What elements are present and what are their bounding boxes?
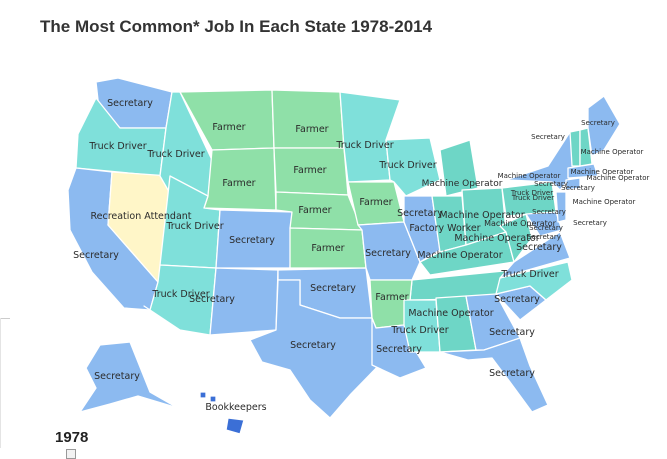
- state-north-dakota[interactable]: [271, 89, 345, 149]
- left-rule: [0, 318, 10, 319]
- state-job-label: Truck Driver: [165, 221, 223, 232]
- state-hawaii-1[interactable]: [199, 391, 207, 399]
- state-job-label: Secretary: [73, 250, 119, 261]
- state-connecticut[interactable]: [565, 177, 581, 191]
- state-job-label: Farmer: [295, 124, 328, 135]
- state-job-label: Machine Operator: [454, 233, 539, 244]
- state-job-label: Machine Operator: [498, 172, 561, 180]
- state-job-label: Machine Operator: [573, 198, 636, 206]
- state-job-label: Bookkeepers: [205, 402, 266, 413]
- state-maine[interactable]: [587, 95, 621, 157]
- state-job-label: Secretary: [532, 208, 566, 216]
- state-job-label: Farmer: [359, 197, 392, 208]
- state-job-label: Secretary: [365, 248, 411, 259]
- year-label: 1978: [55, 429, 89, 446]
- state-job-label: Truck Driver: [151, 289, 209, 300]
- state-job-label: Secretary: [527, 233, 561, 241]
- state-job-label: Machine Operator: [484, 219, 557, 228]
- state-virginia[interactable]: [499, 231, 571, 279]
- state-job-label: Secretary: [516, 242, 562, 253]
- state-job-label: Secretary: [581, 119, 615, 127]
- state-illinois[interactable]: [403, 195, 441, 263]
- state-job-label: Secretary: [397, 208, 443, 219]
- state-job-label: Secretary: [94, 371, 140, 382]
- state-job-label: Secretary: [229, 235, 275, 246]
- state-job-label: Truck Driver: [146, 149, 204, 160]
- state-job-label: Truck Driver: [88, 141, 146, 152]
- state-texas[interactable]: [249, 279, 385, 419]
- state-hawaii-3[interactable]: [225, 417, 245, 435]
- state-job-label: Truck Driver: [500, 269, 558, 280]
- state-job-label: Machine Operator: [587, 174, 650, 182]
- state-job-label: Truck Driver: [510, 189, 553, 197]
- state-job-label: Secretary: [531, 133, 565, 141]
- state-job-label: Factory Worker: [409, 223, 480, 234]
- state-job-label: Machine Operator: [439, 210, 524, 221]
- state-west-virginia[interactable]: [499, 213, 533, 263]
- year-slider-handle[interactable]: [66, 449, 76, 459]
- state-job-label: Farmer: [298, 205, 331, 216]
- state-job-label: Farmer: [222, 178, 255, 189]
- state-job-label: Secretary: [494, 294, 540, 305]
- state-job-label: Secretary: [310, 283, 356, 294]
- state-job-label: Machine Operator: [571, 168, 634, 176]
- state-maryland[interactable]: [525, 211, 563, 237]
- map-title: The Most Common* Job In Each State 1978-…: [40, 17, 433, 36]
- state-job-label: Machine Operator: [408, 308, 493, 319]
- state-job-label: Secretary: [529, 224, 563, 232]
- state-job-label: Machine Operator: [422, 179, 503, 189]
- state-job-label: Secretary: [290, 340, 336, 351]
- state-job-label: Secretary: [561, 184, 595, 192]
- state-job-label: Secretary: [489, 327, 535, 338]
- state-job-label: Machine Operator: [417, 250, 502, 261]
- state-job-label: Farmer: [311, 243, 344, 254]
- state-job-label: Machine Operator: [581, 148, 644, 156]
- state-job-label: Secretary: [534, 180, 568, 188]
- state-wyoming[interactable]: [203, 147, 277, 211]
- state-alaska[interactable]: [79, 341, 179, 413]
- state-job-label: Secretary: [376, 344, 422, 355]
- state-job-label: Farmer: [375, 292, 408, 303]
- state-north-carolina[interactable]: [495, 261, 573, 301]
- state-job-label: Secretary: [573, 219, 607, 227]
- state-hawaii-2[interactable]: [209, 395, 217, 403]
- state-new-jersey[interactable]: [555, 191, 567, 223]
- state-mississippi[interactable]: [403, 299, 441, 353]
- state-job-label: Truck Driver: [335, 140, 393, 151]
- state-job-label: Truck Driver: [378, 160, 436, 171]
- state-job-label: Secretary: [189, 294, 235, 305]
- state-job-label: Truck Driver: [511, 194, 554, 202]
- left-rule-vertical: [0, 318, 1, 448]
- state-vermont[interactable]: [569, 129, 581, 167]
- state-job-label: Truck Driver: [390, 325, 448, 336]
- state-florida[interactable]: [439, 337, 549, 413]
- state-job-label: Secretary: [107, 98, 153, 109]
- state-job-label: Recreation Attendant: [90, 211, 191, 222]
- state-job-label: Farmer: [293, 165, 326, 176]
- state-michigan[interactable]: [439, 139, 479, 197]
- state-job-label: Secretary: [489, 368, 535, 379]
- state-job-label: Farmer: [212, 122, 245, 133]
